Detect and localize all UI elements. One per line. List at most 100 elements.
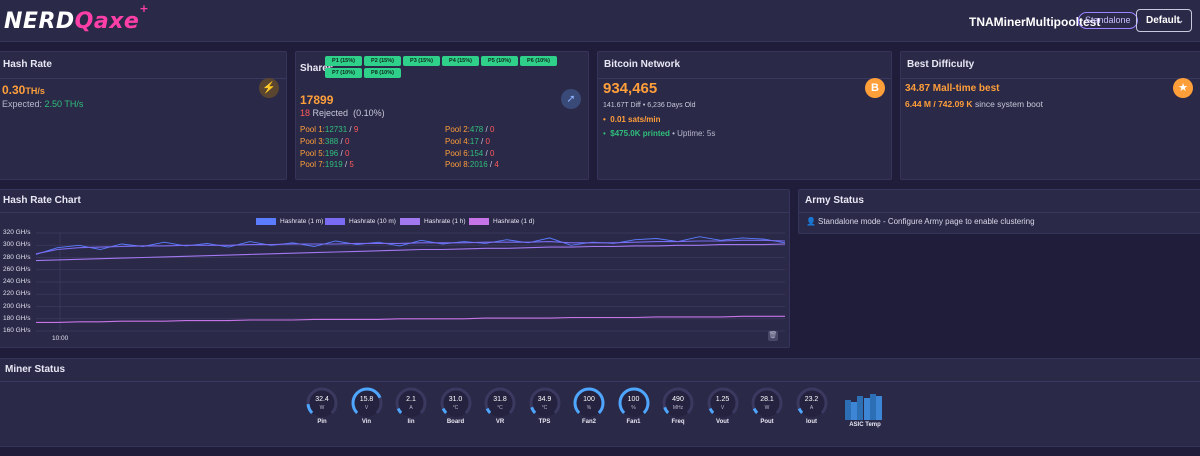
y-tick-label: 300 GH/s <box>3 241 31 249</box>
gauge-label: Iin <box>407 419 415 425</box>
gauge-track <box>395 387 427 419</box>
best-difficulty-value: 34.87 Mall-time best <box>905 83 1000 94</box>
pool-badge-1: P1 (15%) <box>325 56 362 66</box>
gauge-value: 32.4 <box>315 396 329 403</box>
pool-rejected: 0 <box>344 149 350 158</box>
trash-icon[interactable]: 🗑 <box>768 331 778 341</box>
pool-label: Pool 7: <box>300 160 325 169</box>
gauge-fill <box>484 387 516 419</box>
gauge-board: 31.0 °C Board <box>439 386 473 426</box>
bitcoin-icon: B <box>865 78 885 98</box>
pool-badge-6: P6 (10%) <box>520 56 557 66</box>
block-height: 934,465 <box>603 80 658 97</box>
gauge-fill <box>395 387 427 419</box>
gauge-unit: % <box>586 405 592 411</box>
gauge-unit: MHz <box>672 405 684 411</box>
gauge-track <box>796 387 827 419</box>
pool-label: Pool 5: <box>300 149 325 158</box>
gauge-label: Iout <box>806 419 817 425</box>
gauge-vin: 15.8 V Vin <box>350 386 384 426</box>
pool-label: Pool 4: <box>445 137 470 146</box>
gauge-label: Vout <box>716 419 729 425</box>
pool-accepted: 154 <box>469 149 484 158</box>
hash-rate-expected: Expected: 2.50 TH/s <box>2 99 83 109</box>
pool-rejected: 0 <box>485 137 490 146</box>
hash-rate-unit: TH/s <box>25 86 45 96</box>
gauge-value: 28.1 <box>760 396 774 403</box>
rejected-label: Rejected <box>312 108 349 118</box>
gauge-value: 15.8 <box>359 396 374 403</box>
hash-rate-chart-card: Hash Rate Chart <box>0 189 790 348</box>
gauge-label: Vin <box>361 419 372 425</box>
gauge-pout: 28.1 W Pout <box>750 386 784 426</box>
dot-icon: • <box>603 115 606 124</box>
gauge-value: 2.1 <box>406 396 416 403</box>
best-difficulty-card: Best Difficulty ★ <box>900 51 1200 180</box>
y-tick-label: 320 GH/s <box>3 229 31 236</box>
army-message: Standalone mode - Configure Army page to… <box>818 217 1035 226</box>
pool-accepted: 17 <box>469 137 479 146</box>
asic-cell <box>876 396 882 420</box>
legend-label: Hashrate (1 d) <box>493 218 535 225</box>
rejected-count: 18 <box>300 108 311 118</box>
pool-stat-3: Pool 3:388 / 0 <box>300 137 350 146</box>
y-tick-label: 180 GH/s <box>3 314 31 322</box>
pool-accepted: 478 <box>469 125 484 134</box>
gauge-label: TPS <box>538 419 551 425</box>
gauge-unit: W <box>319 405 325 411</box>
gauge-label: Freq <box>671 419 685 425</box>
asic-temp-grid[interactable] <box>845 392 882 420</box>
gauge-fan1: 100% Fan1 <box>617 386 651 426</box>
pool-stat-5: Pool 5:196 / 0 <box>300 149 350 158</box>
pool-stat-8: Pool 8:2016 / 4 <box>445 160 499 169</box>
all-time-label: all-time best <box>941 83 1000 94</box>
asic-temp-label: ASIC Temp <box>849 422 881 428</box>
gauge-value: 100 <box>583 396 595 403</box>
gauge-value: 490 <box>672 396 684 403</box>
star-icon: ★ <box>1173 78 1193 98</box>
asic-cell <box>863 398 870 420</box>
pool-badge-2: P2 (15%) <box>364 56 401 66</box>
send-icon: ➚ <box>561 89 581 109</box>
legend-swatch <box>256 218 276 225</box>
lightning-icon: ⚡ <box>259 78 279 98</box>
sats-value: 0.01 sats/min <box>610 115 661 124</box>
gauge-unit: °C <box>452 405 459 411</box>
pool-stat-4: Pool 4:17 / 0 <box>445 137 490 146</box>
sats-rate: • 0.01 sats/min <box>603 115 661 124</box>
logo-part1: NERD <box>4 9 75 34</box>
gauge-fan2: 100% Fan2 <box>572 386 606 426</box>
hostname: TNAMinerMultipooltest <box>969 15 1101 29</box>
pool-accepted: 388 <box>324 137 339 146</box>
bitcoin-title: Bitcoin Network <box>604 59 681 70</box>
legend-swatch <box>325 218 345 225</box>
logo[interactable]: NERDQaxe+ <box>4 2 149 34</box>
gauge-track <box>484 387 516 419</box>
dot-icon: • <box>603 129 606 138</box>
gauge-unit: °C <box>541 405 548 411</box>
pool-label: Pool 2: <box>445 125 470 134</box>
pool-label: Pool 6: <box>445 149 470 158</box>
gauge-track <box>440 387 471 419</box>
pool-stat-1: Pool 1:12731 / 9 <box>300 125 359 134</box>
x-tick-label: 10:00 <box>52 335 69 342</box>
gauge-label: Pin <box>317 419 327 425</box>
gauge-label: Board <box>446 419 465 425</box>
y-tick-label: 240 GH/s <box>3 278 31 285</box>
pool-accepted: 2016 <box>469 160 488 169</box>
gauge-pin: 32.4 W Pin <box>305 386 339 426</box>
y-tick-label: 280 GH/s <box>3 253 31 261</box>
hash-rate-card: Hash Rate ⚡ <box>0 51 287 180</box>
y-tick-label: 200 GH/s <box>3 302 31 310</box>
y-tick-label: 220 GH/s <box>3 290 31 298</box>
mode-badge: Standalone <box>1078 12 1138 29</box>
shares-rejected: 18 Rejected (0.10%) <box>300 108 385 118</box>
gauge-track <box>306 387 338 419</box>
theme-select-value: Default <box>1146 15 1180 26</box>
gauge-track <box>529 387 560 419</box>
divider <box>0 212 789 213</box>
theme-select[interactable]: Default ⌄ <box>1136 9 1192 32</box>
divider <box>0 78 286 79</box>
pool-rejected: 0 <box>344 137 350 146</box>
pool-accepted: 196 <box>324 149 339 158</box>
